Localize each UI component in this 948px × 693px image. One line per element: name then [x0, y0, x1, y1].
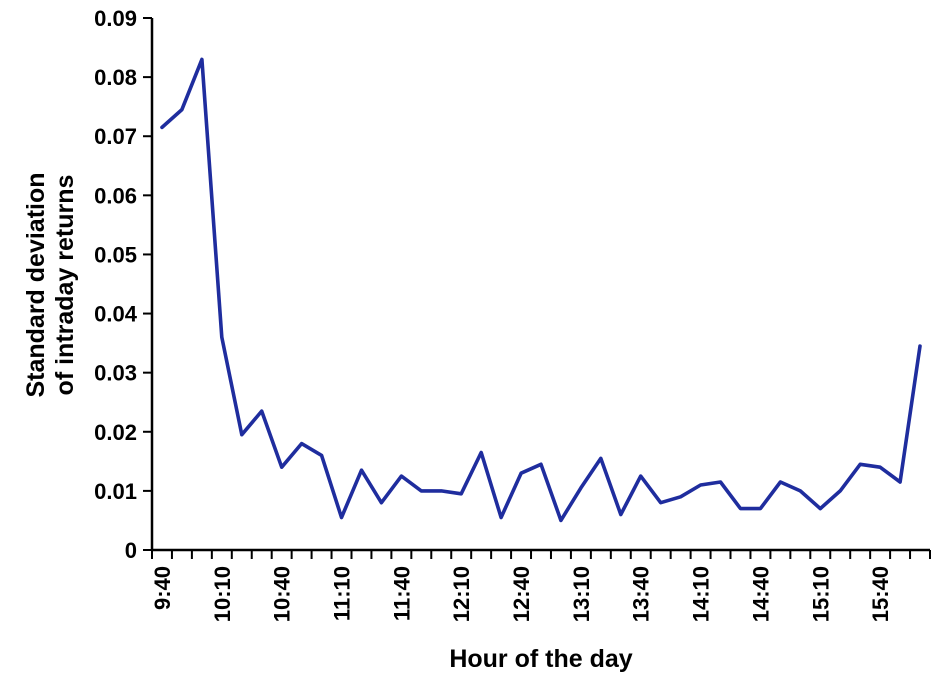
y-axis-title: Standard deviation of intraday returns [22, 172, 79, 398]
y-tick-label: 0.04 [94, 302, 138, 327]
x-tick-label: 12:40 [509, 566, 534, 622]
x-tick-label: 11:10 [330, 566, 355, 621]
y-tick-label: 0.03 [94, 361, 137, 386]
y-tick-label: 0.08 [94, 65, 137, 90]
y-tick-label: 0.09 [94, 6, 137, 31]
x-tick-label: 10:10 [210, 566, 235, 622]
y-tick-label: 0.05 [94, 242, 137, 267]
y-tick-label: 0.01 [94, 479, 137, 504]
x-tick-label: 13:10 [569, 566, 594, 622]
x-tick-label: 14:40 [748, 566, 773, 622]
series-line [160, 57, 922, 523]
x-tick-label: 15:10 [808, 566, 833, 622]
x-axis-title: Hour of the day [449, 645, 633, 673]
x-tick-label: 13:40 [629, 566, 654, 622]
y-tick-label: 0 [125, 538, 137, 563]
y-tick-label: 0.06 [94, 183, 137, 208]
x-tick-label: 10:40 [270, 566, 295, 622]
y-tick-label: 0.07 [94, 124, 137, 149]
x-tick-label: 9:40 [150, 566, 175, 610]
y-tick-label: 0.02 [94, 420, 137, 445]
x-tick-label: 15:40 [868, 566, 893, 622]
x-tick-label: 11:40 [389, 566, 414, 621]
x-tick-label: 14:10 [689, 566, 714, 622]
x-tick-label: 12:10 [449, 566, 474, 622]
